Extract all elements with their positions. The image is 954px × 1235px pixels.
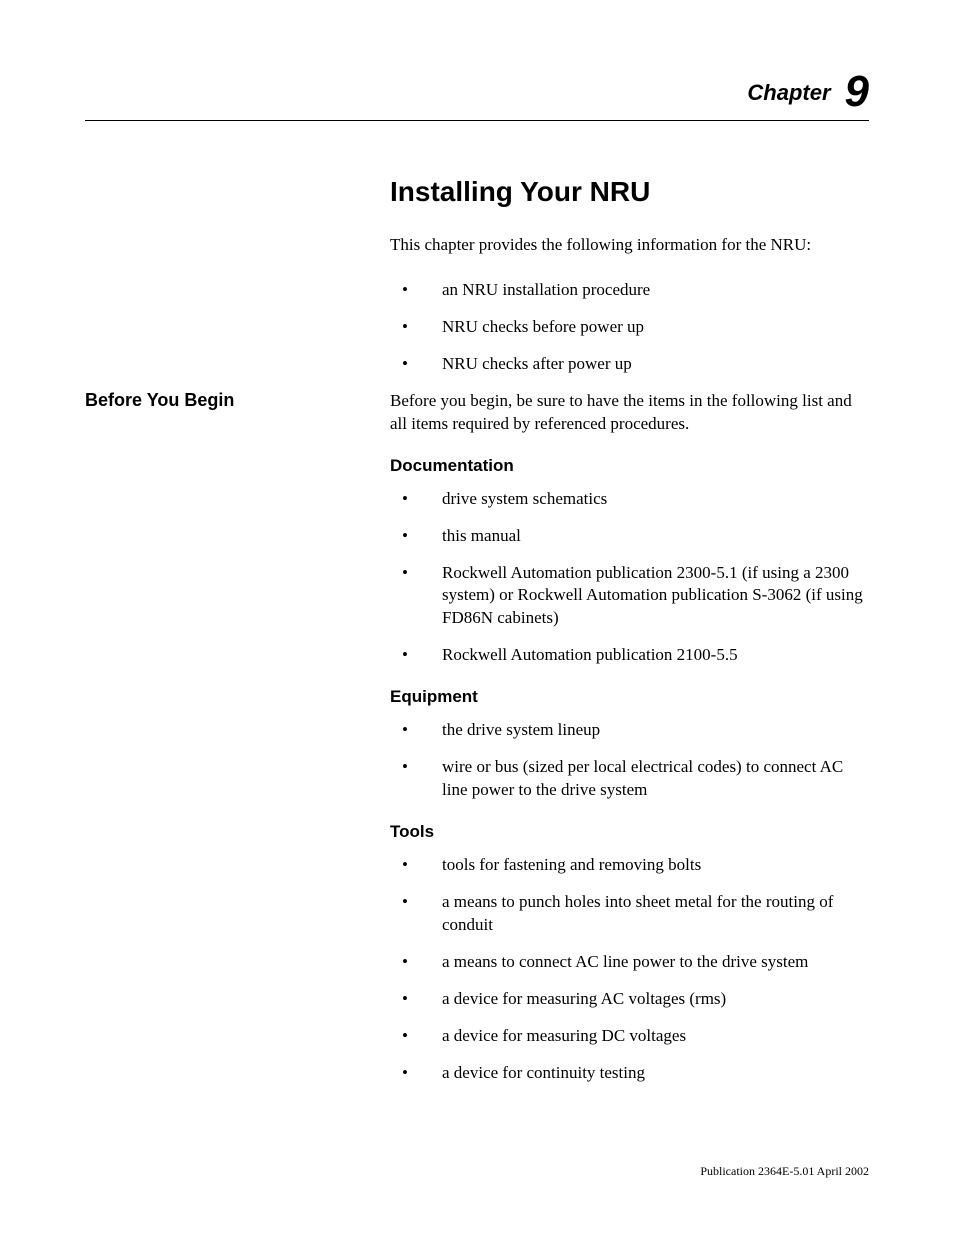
sub-heading-documentation: Documentation — [390, 456, 869, 476]
list-item: a device for continuity testing — [390, 1062, 869, 1085]
section-heading-side: Before You Begin — [85, 390, 390, 412]
list-item: NRU checks after power up — [390, 353, 869, 376]
intro-paragraph: This chapter provides the following info… — [390, 234, 869, 257]
documentation-list: drive system schematics this manual Rock… — [390, 488, 869, 668]
equipment-list: the drive system lineup wire or bus (siz… — [390, 719, 869, 802]
list-item: drive system schematics — [390, 488, 869, 511]
list-item: an NRU installation procedure — [390, 279, 869, 302]
intro-bullet-list: an NRU installation procedure NRU checks… — [390, 279, 869, 376]
publication-footer: Publication 2364E-5.01 April 2002 — [700, 1164, 869, 1179]
chapter-header: Chapter 9 — [85, 70, 869, 121]
section-heading: Before You Begin — [85, 390, 234, 410]
list-item: a device for measuring DC voltages — [390, 1025, 869, 1048]
list-item: a means to punch holes into sheet metal … — [390, 891, 869, 937]
section-intro-paragraph: Before you begin, be sure to have the it… — [390, 390, 869, 436]
page-container: Chapter 9 Installing Your NRU This chapte… — [0, 0, 954, 1235]
list-item: Rockwell Automation publication 2100-5.5 — [390, 644, 869, 667]
sub-heading-equipment: Equipment — [390, 687, 869, 707]
chapter-title: Installing Your NRU — [390, 176, 869, 208]
sub-heading-tools: Tools — [390, 822, 869, 842]
list-item: tools for fastening and removing bolts — [390, 854, 869, 877]
list-item: a means to connect AC line power to the … — [390, 951, 869, 974]
section-main-col: Before you begin, be sure to have the it… — [390, 390, 869, 1099]
list-item: Rockwell Automation publication 2300-5.1… — [390, 562, 869, 631]
list-item: a device for measuring AC voltages (rms) — [390, 988, 869, 1011]
list-item: wire or bus (sized per local electrical … — [390, 756, 869, 802]
list-item: the drive system lineup — [390, 719, 869, 742]
chapter-label: Chapter — [747, 80, 830, 105]
list-item: this manual — [390, 525, 869, 548]
section-row: Before You Begin Before you begin, be su… — [85, 390, 869, 1099]
tools-list: tools for fastening and removing bolts a… — [390, 854, 869, 1085]
title-row: Installing Your NRU This chapter provide… — [85, 176, 869, 390]
title-main-col: Installing Your NRU This chapter provide… — [390, 176, 869, 390]
list-item: NRU checks before power up — [390, 316, 869, 339]
chapter-number: 9 — [845, 67, 869, 116]
